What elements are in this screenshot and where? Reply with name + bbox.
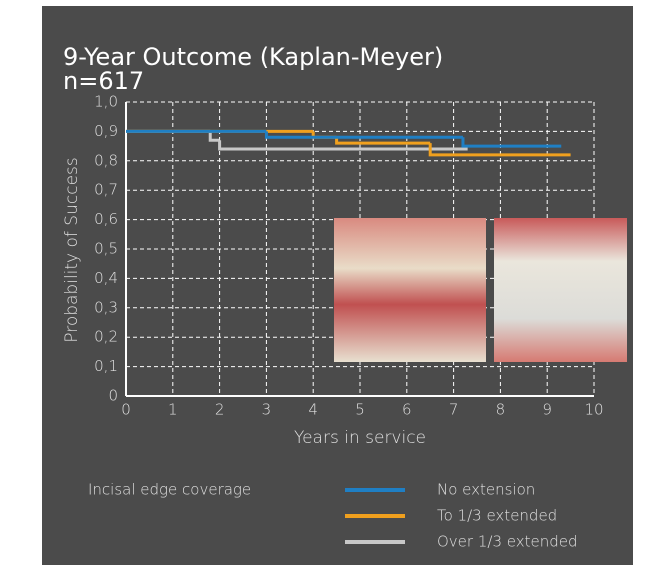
x-tick-label: 6 bbox=[402, 401, 412, 419]
photo bbox=[334, 218, 486, 362]
legend-label: Over 1/3 extended bbox=[437, 533, 578, 551]
legend-label: No extension bbox=[437, 481, 535, 499]
step-segment bbox=[335, 137, 431, 145]
x-tick-label: 3 bbox=[262, 401, 272, 419]
step-segment bbox=[208, 131, 220, 142]
y-tick-label: 0,5 bbox=[94, 240, 118, 258]
step-segment bbox=[218, 140, 468, 151]
y-tick-label: 0,3 bbox=[94, 298, 118, 316]
x-axis-label: Years in service bbox=[294, 428, 426, 448]
photo bbox=[494, 218, 627, 362]
x-tick-label: 1 bbox=[168, 401, 178, 419]
y-tick-label: 0,1 bbox=[94, 357, 118, 375]
x-tick-label: 2 bbox=[215, 401, 225, 419]
legend-title: Incisal edge coverage bbox=[88, 481, 251, 499]
x-tick-label: 10 bbox=[584, 401, 603, 419]
step-segment bbox=[428, 143, 571, 157]
chart-subtitle: n=617 bbox=[63, 67, 144, 95]
x-tick-label: 8 bbox=[496, 401, 506, 419]
y-tick-label: 1,0 bbox=[94, 93, 118, 111]
y-tick-label: 0,4 bbox=[94, 269, 118, 287]
x-tick-label: 5 bbox=[355, 401, 365, 419]
x-tick-label: 9 bbox=[542, 401, 552, 419]
y-tick-label: 0 bbox=[108, 387, 118, 405]
step-segment bbox=[264, 131, 463, 139]
y-tick-label: 0,6 bbox=[94, 210, 118, 228]
x-tick-label: 0 bbox=[121, 401, 131, 419]
y-tick-label: 0,9 bbox=[94, 122, 118, 140]
y-axis-label: Probability of Success bbox=[62, 157, 82, 343]
chart-title: 9-Year Outcome (Kaplan-Meyer) bbox=[63, 43, 443, 71]
legend-label: To 1/3 extended bbox=[437, 507, 557, 525]
y-tick-label: 0,2 bbox=[94, 328, 118, 346]
x-tick-label: 7 bbox=[449, 401, 459, 419]
x-tick-label: 4 bbox=[308, 401, 318, 419]
step-segment bbox=[461, 137, 562, 148]
photos bbox=[334, 218, 627, 362]
y-tick-label: 0,7 bbox=[94, 181, 118, 199]
y-tick-label: 0,8 bbox=[94, 151, 118, 169]
